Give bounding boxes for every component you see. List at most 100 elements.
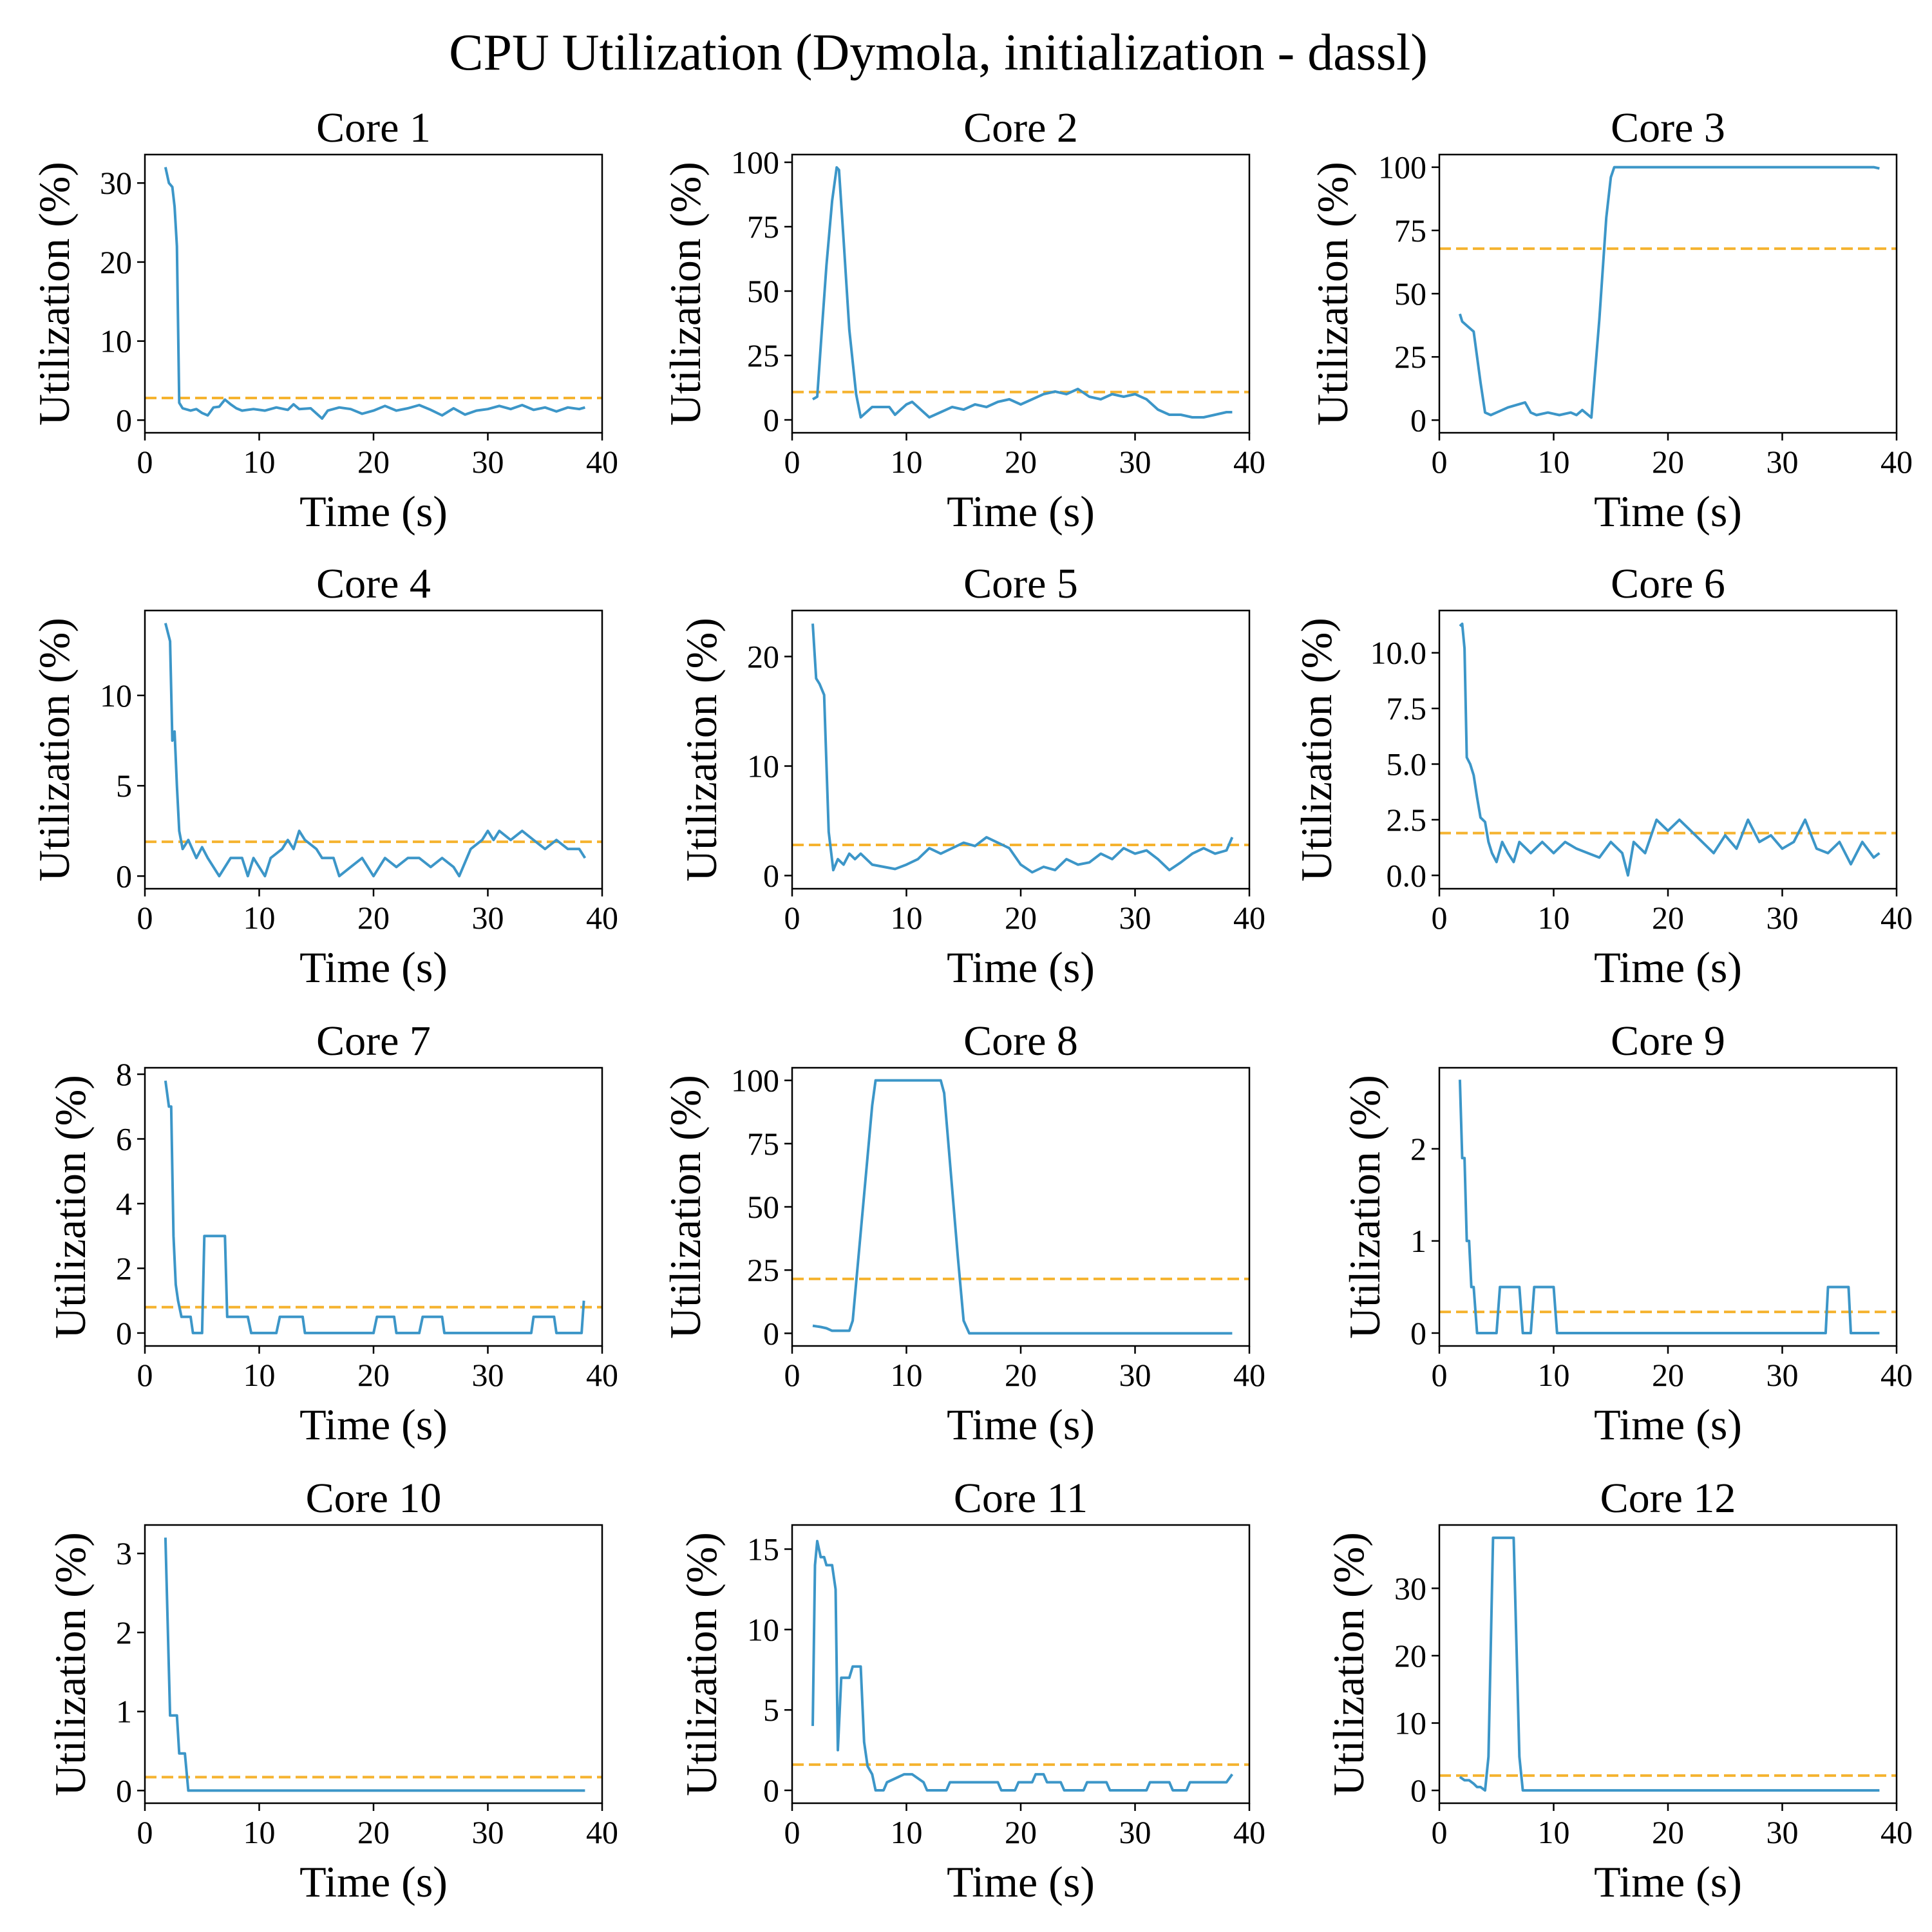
core4-x-tick-label: 10	[243, 900, 276, 936]
core10-panel: Core 10 0 10 20 30 40 0 1 2 3 Time (s) Utilization …	[46, 1475, 618, 1906]
core12-y-tick-label: 20	[1394, 1638, 1426, 1674]
core6-y-tick-label: 10.0	[1370, 635, 1427, 671]
core3-title: Core 3	[1611, 104, 1725, 151]
core1-x-tick-label: 0	[137, 444, 153, 480]
core3-series-line	[1458, 166, 1880, 419]
core4-series-line	[164, 623, 587, 878]
core5-y-tick-label: 20	[747, 638, 779, 674]
core8-x-tick-label: 0	[784, 1357, 800, 1393]
core9-x-tick-label: 30	[1766, 1357, 1799, 1393]
core3-y-axis-label: Utilization (%)	[1308, 162, 1357, 426]
core11-y-tick-label: 10	[747, 1611, 779, 1647]
core6-panel: Core 6 0 10 20 30 40 0.0 2.5 5.0 7.5 10.0 Time (s) U…	[1292, 560, 1913, 992]
core8-x-tick-label: 40	[1233, 1357, 1265, 1393]
core11-x-tick-label: 10	[891, 1814, 923, 1850]
core11-axes-frame	[791, 1524, 1251, 1804]
core5-y-tick-label: 10	[747, 748, 779, 784]
core11-x-tick-label: 30	[1119, 1814, 1151, 1850]
core6-y-axis-label: Utilization (%)	[1292, 618, 1341, 882]
core12-y-tick-label: 30	[1394, 1570, 1426, 1606]
core11-x-tick-label: 40	[1233, 1814, 1265, 1850]
core3-x-tick-label: 20	[1652, 444, 1684, 480]
core3-panel: Core 3 0 10 20 30 40 0 25 50 75 100 Time (s) Utiliza…	[1308, 104, 1913, 536]
core4-x-tick-label: 20	[357, 900, 390, 936]
core6-y-tick-label: 0.0	[1387, 857, 1427, 893]
core3-x-tick-label: 40	[1880, 444, 1913, 480]
core6-x-tick-label: 10	[1538, 900, 1570, 936]
core9-x-tick-label: 0	[1432, 1357, 1448, 1393]
core10-title: Core 10	[306, 1475, 442, 1522]
core4-x-tick-label: 0	[137, 900, 153, 936]
core5-x-tick-label: 40	[1233, 900, 1265, 936]
core8-x-axis-label: Time (s)	[947, 1400, 1095, 1449]
core9-y-tick-label: 1	[1410, 1223, 1426, 1259]
core6-title: Core 6	[1611, 560, 1725, 607]
core10-x-tick-label: 10	[243, 1814, 276, 1850]
core10-x-tick-label: 40	[586, 1814, 618, 1850]
core7-x-tick-label: 10	[243, 1357, 276, 1393]
core1-y-tick-label: 30	[100, 165, 132, 201]
core4-y-axis-label: Utilization (%)	[30, 618, 79, 882]
core2-x-tick-label: 20	[1005, 444, 1037, 480]
core2-x-axis-label: Time (s)	[947, 487, 1095, 536]
core6-x-tick-label: 40	[1880, 900, 1913, 936]
core1-y-axis-label: Utilization (%)	[30, 162, 79, 426]
core8-y-axis-label: Utilization (%)	[661, 1075, 710, 1339]
core1-x-tick-label: 40	[586, 444, 618, 480]
core12-y-tick-label: 10	[1394, 1705, 1426, 1741]
core1-series-line	[164, 167, 585, 420]
core3-y-tick-label: 100	[1378, 149, 1426, 185]
core11-x-tick-label: 20	[1005, 1814, 1037, 1850]
core3-y-tick-label: 25	[1394, 339, 1426, 375]
core5-y-axis-label: Utilization (%)	[677, 618, 726, 882]
core9-x-tick-label: 10	[1538, 1357, 1570, 1393]
core11-y-axis-label: Utilization (%)	[677, 1532, 726, 1796]
core10-x-tick-label: 20	[357, 1814, 390, 1850]
core2-panel: Core 2 0 10 20 30 40 0 25 50 75 100 Time (s) Utiliza…	[661, 104, 1265, 536]
core9-y-tick-label: 2	[1410, 1131, 1426, 1167]
core9-y-axis-label: Utilization (%)	[1340, 1075, 1389, 1339]
core11-y-tick-label: 15	[747, 1531, 779, 1567]
core12-axes-frame	[1438, 1524, 1898, 1804]
core10-x-tick-label: 0	[137, 1814, 153, 1850]
core6-x-tick-label: 20	[1652, 900, 1684, 936]
core12-x-tick-label: 40	[1880, 1814, 1913, 1850]
core1-title: Core 1	[316, 104, 431, 151]
core5-axes-frame	[791, 609, 1251, 890]
core7-x-tick-label: 0	[137, 1357, 153, 1393]
core12-title: Core 12	[1600, 1475, 1736, 1522]
core7-x-tick-label: 30	[472, 1357, 504, 1393]
core6-y-tick-label: 5.0	[1387, 746, 1427, 782]
core12-y-tick-label: 0	[1410, 1772, 1426, 1808]
core9-x-tick-label: 40	[1880, 1357, 1913, 1393]
core6-y-tick-label: 2.5	[1387, 802, 1427, 838]
core4-panel: Core 4 0 10 20 30 40 0 5 10 Time (s) Utilization (…	[30, 560, 618, 992]
core12-x-tick-label: 30	[1766, 1814, 1799, 1850]
core12-panel: Core 12 0 10 20 30 40 0 10 20 30 Time (s) Utilizati…	[1324, 1475, 1913, 1906]
core2-y-axis-label: Utilization (%)	[661, 162, 710, 426]
core2-y-tick-label: 50	[747, 273, 779, 309]
core12-x-tick-label: 20	[1652, 1814, 1684, 1850]
core7-x-axis-label: Time (s)	[299, 1400, 448, 1449]
core7-y-tick-label: 4	[116, 1186, 132, 1222]
core3-y-tick-label: 75	[1394, 213, 1426, 249]
core4-y-tick-label: 0	[116, 858, 132, 894]
core7-y-axis-label: Utilization (%)	[46, 1075, 95, 1339]
core8-x-tick-label: 20	[1005, 1357, 1037, 1393]
core6-series-line	[1459, 622, 1880, 877]
core5-x-tick-label: 20	[1005, 900, 1037, 936]
core7-series-line	[164, 1080, 585, 1334]
core1-x-tick-label: 10	[243, 444, 276, 480]
core8-axes-frame	[791, 1066, 1251, 1347]
core2-x-tick-label: 40	[1233, 444, 1265, 480]
core11-y-tick-label: 5	[763, 1692, 779, 1728]
core4-x-tick-label: 40	[586, 900, 618, 936]
core3-x-tick-label: 30	[1766, 444, 1799, 480]
core9-x-tick-label: 20	[1652, 1357, 1684, 1393]
core6-y-tick-label: 7.5	[1387, 690, 1427, 726]
core10-x-tick-label: 30	[472, 1814, 504, 1850]
core7-y-tick-label: 6	[116, 1121, 132, 1157]
core10-y-tick-label: 2	[116, 1615, 132, 1651]
